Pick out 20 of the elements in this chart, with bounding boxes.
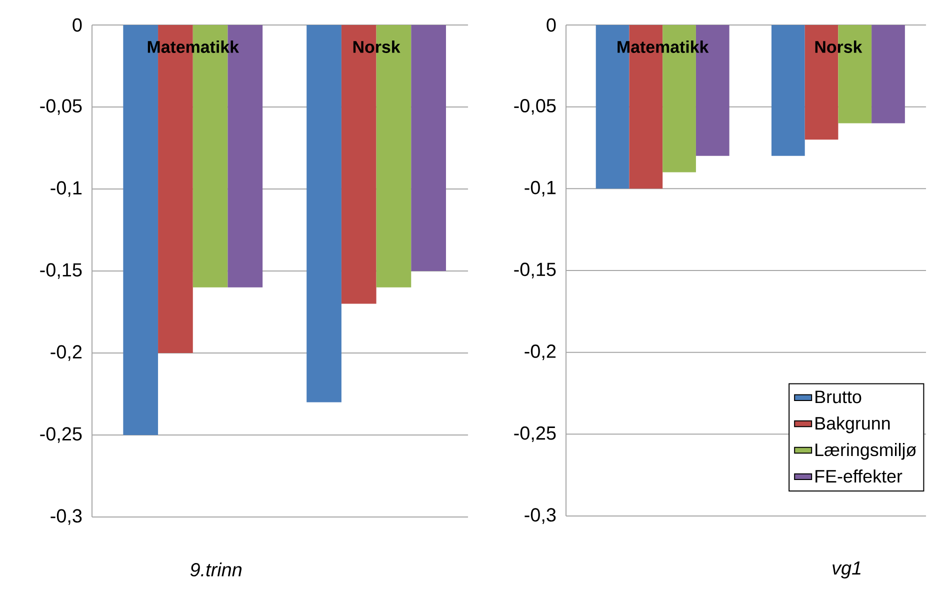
y-tick-label: -0,25 [40, 427, 82, 443]
y-tick-label: -0,05 [40, 99, 82, 115]
legend-label: Læringsmiljø [816, 442, 916, 460]
y-tick-label: 0 [72, 18, 82, 32]
y-tick-label: -0,15 [40, 263, 82, 279]
y-tick-label: -0,1 [50, 181, 82, 197]
y-tick-label: -0,05 [514, 99, 556, 115]
legend-label: FE-effekter [816, 469, 902, 483]
y-tick-label: 0 [546, 18, 556, 32]
x-axis-title: 9.trinn [190, 562, 242, 576]
y-tick-label: -0,3 [50, 509, 82, 525]
y-tick-label: -0,15 [514, 262, 556, 278]
x-axis-title: vg1 [832, 562, 860, 578]
legend-label: Brutto [816, 390, 862, 404]
y-tick-label: -0,2 [524, 344, 556, 360]
legend-label: Bakgrunn [816, 416, 890, 434]
y-tick-label: -0,3 [524, 508, 556, 524]
y-tick-label: -0,25 [514, 426, 556, 442]
y-tick-label: -0,2 [50, 345, 82, 361]
y-tick-label: -0,1 [524, 180, 556, 196]
